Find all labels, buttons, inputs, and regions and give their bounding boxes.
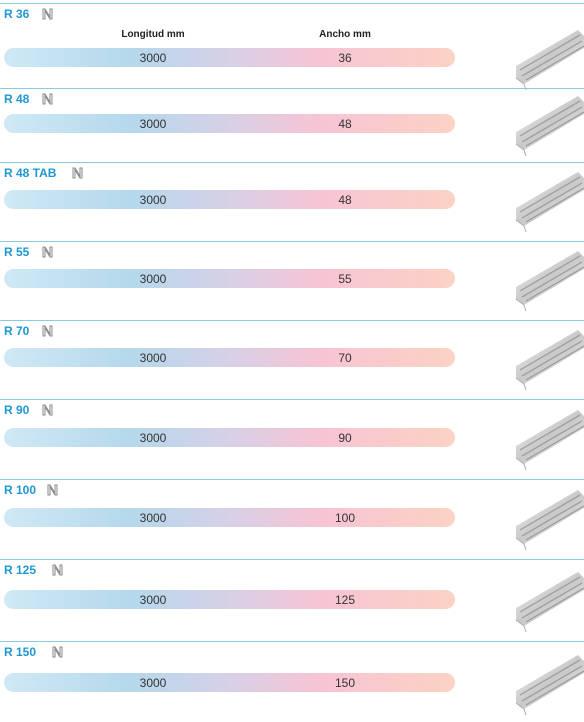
product-row: R 55 3000 55 <box>0 241 584 319</box>
width-value: 48 <box>338 193 352 207</box>
length-value: 3000 <box>139 676 167 690</box>
n-icon <box>42 324 53 337</box>
product-row: R 125 3000 125 <box>0 559 584 637</box>
row-rule <box>0 399 584 400</box>
product-name: R 125 <box>4 563 37 577</box>
product-image <box>512 568 584 634</box>
width-value: 70 <box>338 351 352 365</box>
value-bar: 3000 90 <box>4 428 455 447</box>
product-row: R 150 3000 150 <box>0 641 584 719</box>
value-bar: 3000 48 <box>4 114 455 133</box>
product-name: R 48 <box>4 92 30 106</box>
product-image <box>512 326 584 392</box>
length-value: 3000 <box>139 272 167 286</box>
product-image <box>512 92 584 158</box>
length-value: 3000 <box>139 117 167 131</box>
product-name: R 150 <box>4 645 37 659</box>
n-icon <box>52 563 63 576</box>
length-value: 3000 <box>139 51 167 65</box>
n-icon <box>72 166 83 179</box>
n-icon <box>42 7 53 20</box>
width-value: 150 <box>334 676 356 690</box>
n-icon <box>42 92 53 105</box>
column-header: Longitud mm <box>121 29 185 40</box>
product-name: R 48 TAB <box>4 166 57 180</box>
product-image <box>512 26 584 92</box>
product-image <box>512 406 584 472</box>
length-value: 3000 <box>139 431 167 445</box>
row-rule <box>0 3 584 4</box>
width-value: 55 <box>338 272 352 286</box>
length-value: 3000 <box>139 193 167 207</box>
n-icon <box>47 483 58 496</box>
row-rule <box>0 559 584 560</box>
row-rule <box>0 88 584 89</box>
product-row: R 48 3000 48 <box>0 88 584 166</box>
column-header: Ancho mm <box>319 29 371 40</box>
n-icon <box>42 403 53 416</box>
length-value: 3000 <box>139 351 167 365</box>
product-name: R 90 <box>4 403 30 417</box>
length-value: 3000 <box>139 511 167 525</box>
product-row: R 70 3000 70 <box>0 320 584 398</box>
n-icon <box>42 245 53 258</box>
product-image <box>512 651 584 717</box>
value-bar: 3000 48 <box>4 190 455 209</box>
product-row: R 36 Longitud mm Ancho mm 3000 36 <box>0 3 584 91</box>
product-name: R 36 <box>4 7 30 21</box>
product-image <box>512 168 584 234</box>
n-icon <box>52 645 63 658</box>
row-rule <box>0 241 584 242</box>
row-rule <box>0 320 584 321</box>
product-name: R 55 <box>4 245 30 259</box>
width-value: 36 <box>338 51 352 65</box>
product-name: R 100 <box>4 483 37 497</box>
length-value: 3000 <box>139 593 167 607</box>
value-bar: 3000 55 <box>4 269 455 288</box>
value-bar: 3000 70 <box>4 348 455 367</box>
row-rule <box>0 479 584 480</box>
width-value: 90 <box>338 431 352 445</box>
width-value: 100 <box>334 511 356 525</box>
value-bar: 3000 125 <box>4 590 455 609</box>
product-row: R 48 TAB 3000 48 <box>0 162 584 240</box>
product-image <box>512 247 584 313</box>
value-bar: 3000 150 <box>4 673 455 692</box>
row-rule <box>0 162 584 163</box>
page: {"header": {"columns": ["Longitud mm", "… <box>0 3 584 716</box>
product-row: R 90 3000 90 <box>0 399 584 477</box>
width-value: 125 <box>334 593 356 607</box>
product-name: R 70 <box>4 324 30 338</box>
product-image <box>512 486 584 552</box>
product-row: R 100 3000 100 <box>0 479 584 557</box>
row-rule <box>0 641 584 642</box>
width-value: 48 <box>338 117 352 131</box>
value-bar: 3000 36 <box>4 48 455 67</box>
value-bar: 3000 100 <box>4 508 455 527</box>
